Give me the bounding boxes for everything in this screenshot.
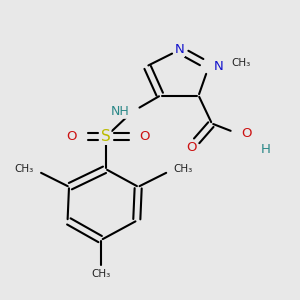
Text: N: N: [175, 44, 184, 56]
Text: N: N: [213, 60, 223, 73]
Text: O: O: [186, 141, 196, 154]
Text: O: O: [66, 130, 76, 143]
Text: H: H: [260, 143, 270, 157]
Text: CH₃: CH₃: [14, 164, 34, 174]
Text: O: O: [241, 127, 252, 140]
Text: NH: NH: [111, 105, 129, 118]
Text: S: S: [101, 129, 111, 144]
Text: CH₃: CH₃: [174, 164, 193, 174]
Text: O: O: [140, 130, 150, 143]
Text: CH₃: CH₃: [92, 269, 111, 279]
Text: CH₃: CH₃: [231, 58, 250, 68]
